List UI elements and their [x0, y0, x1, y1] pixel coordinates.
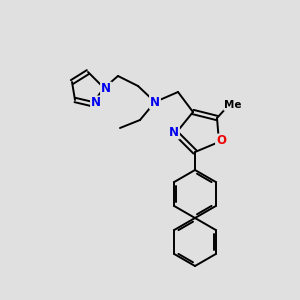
Text: N: N — [101, 82, 111, 95]
Text: Me: Me — [224, 100, 242, 110]
Text: N: N — [150, 95, 160, 109]
Text: O: O — [216, 134, 226, 148]
Text: N: N — [91, 97, 101, 110]
Text: N: N — [169, 125, 179, 139]
